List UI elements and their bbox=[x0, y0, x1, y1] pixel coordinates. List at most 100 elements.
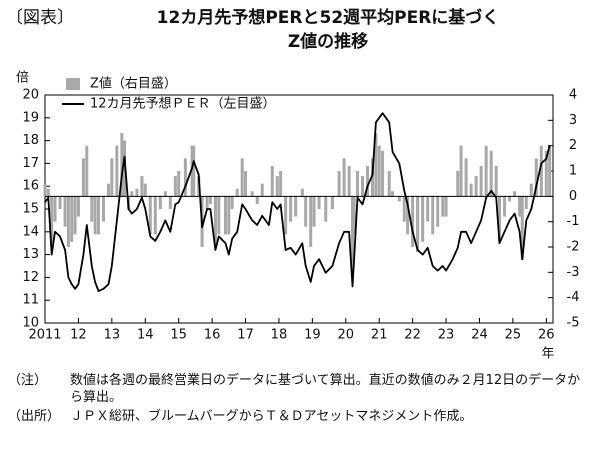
z-bar bbox=[190, 145, 194, 197]
x-tick-label: 2011 bbox=[28, 328, 61, 343]
y-tick-label: 14 bbox=[22, 224, 39, 239]
z-bar bbox=[312, 196, 316, 227]
x-tick-label: 24 bbox=[471, 328, 488, 343]
z-bar bbox=[366, 165, 370, 197]
y2-tick-label: 4 bbox=[569, 88, 577, 103]
z-bar bbox=[324, 196, 328, 222]
z-bar bbox=[459, 145, 463, 197]
z-bar bbox=[163, 191, 167, 197]
z-bar bbox=[304, 196, 308, 227]
z-bar bbox=[289, 196, 293, 222]
z-bar bbox=[352, 196, 356, 235]
y2-tick-label: 3 bbox=[569, 113, 577, 128]
z-bar bbox=[90, 196, 94, 222]
z-bar bbox=[347, 165, 351, 197]
z-bar bbox=[474, 176, 478, 197]
y2-tick-label: -5 bbox=[567, 316, 580, 331]
z-bar bbox=[300, 188, 304, 197]
chart-title: 12カ月先予想PERと52週平均PERに基づく bbox=[157, 7, 500, 28]
z-bar bbox=[85, 145, 89, 197]
z-bar bbox=[213, 196, 217, 247]
z-bar bbox=[284, 196, 288, 235]
z-bar bbox=[270, 165, 274, 197]
chart-label: 〔図表〕 bbox=[6, 8, 74, 28]
legend-label: 12カ月先予想ＰＥＲ（左目盛） bbox=[90, 96, 276, 112]
z-bar bbox=[391, 191, 395, 197]
x-axis-unit: 年 bbox=[541, 347, 554, 362]
z-bar bbox=[421, 196, 425, 242]
y2-tick-label: 1 bbox=[569, 164, 577, 179]
z-bar bbox=[63, 196, 67, 227]
z-bar bbox=[342, 158, 346, 197]
z-bar bbox=[489, 150, 493, 197]
z-bar bbox=[135, 188, 139, 197]
z-bar bbox=[130, 191, 134, 197]
z-bar bbox=[107, 183, 110, 197]
z-bar bbox=[230, 196, 234, 209]
z-bar bbox=[402, 196, 406, 222]
z-bar bbox=[355, 171, 359, 197]
y-axis-unit: 倍 bbox=[16, 71, 29, 86]
z-bar bbox=[43, 183, 47, 197]
z-bar bbox=[469, 183, 473, 197]
note: （出所） ＪＰＸ総研、ブルームバーグからＴ＆Ｄアセットマネジメント作成。 bbox=[8, 408, 592, 425]
z-bar bbox=[73, 196, 77, 235]
y-tick-label: 10 bbox=[22, 316, 39, 331]
x-tick-label: 15 bbox=[170, 328, 187, 343]
chart: 〔図表〕 12カ月先予想PERと52週平均PERに基づく Z値の推移 倍 年 1… bbox=[6, 7, 580, 362]
z-bar bbox=[426, 196, 430, 222]
z-bar bbox=[93, 196, 97, 235]
y-tick-label: 13 bbox=[22, 247, 39, 262]
z-bar bbox=[494, 165, 498, 197]
x-tick-label: 25 bbox=[505, 328, 522, 343]
z-bar bbox=[66, 196, 70, 247]
z-bar bbox=[250, 191, 254, 197]
z-bar bbox=[153, 196, 157, 235]
z-bar bbox=[387, 171, 391, 197]
z-bar bbox=[406, 196, 410, 235]
z-bar bbox=[143, 183, 147, 197]
z-bar bbox=[294, 196, 298, 217]
z-bar bbox=[524, 196, 528, 209]
z-bar bbox=[534, 158, 538, 197]
y2-tick-label: -2 bbox=[567, 240, 580, 255]
y-tick-label: 16 bbox=[22, 179, 39, 194]
z-bar bbox=[148, 196, 152, 235]
per-line bbox=[44, 112, 551, 292]
x-tick-label: 20 bbox=[338, 328, 355, 343]
z-bar bbox=[217, 196, 221, 235]
z-bar bbox=[416, 196, 420, 253]
z-bar bbox=[50, 196, 54, 247]
z-bar bbox=[317, 196, 321, 209]
y2-tick-label: -1 bbox=[567, 214, 580, 229]
z-bar bbox=[371, 158, 375, 197]
x-tick-label: 26 bbox=[538, 328, 555, 343]
x-tick-label: 17 bbox=[237, 328, 254, 343]
z-bar bbox=[110, 158, 114, 197]
z-bar bbox=[205, 196, 209, 209]
y-tick-label: 20 bbox=[22, 88, 39, 103]
z-bar bbox=[361, 176, 364, 197]
z-bar bbox=[58, 196, 62, 209]
z-bar bbox=[46, 188, 50, 197]
z-bar bbox=[330, 196, 334, 209]
z-bar bbox=[255, 196, 259, 204]
y-tick-label: 18 bbox=[22, 133, 39, 148]
z-bar bbox=[431, 196, 435, 235]
z-bar bbox=[240, 158, 244, 197]
z-bar bbox=[377, 145, 381, 197]
x-tick-label: 14 bbox=[137, 328, 154, 343]
z-bar bbox=[397, 196, 401, 202]
z-bar bbox=[479, 165, 483, 197]
z-bar bbox=[177, 171, 181, 197]
z-bar bbox=[173, 176, 177, 197]
z-bar bbox=[235, 188, 239, 197]
z-bar bbox=[337, 171, 341, 197]
z-bar bbox=[539, 145, 543, 197]
note-head: （注） bbox=[8, 373, 48, 388]
y-tick-label: 17 bbox=[22, 156, 39, 171]
z-bar bbox=[223, 196, 227, 235]
z-bar bbox=[411, 196, 415, 247]
z-bar bbox=[158, 196, 162, 209]
z-bar bbox=[140, 176, 144, 197]
